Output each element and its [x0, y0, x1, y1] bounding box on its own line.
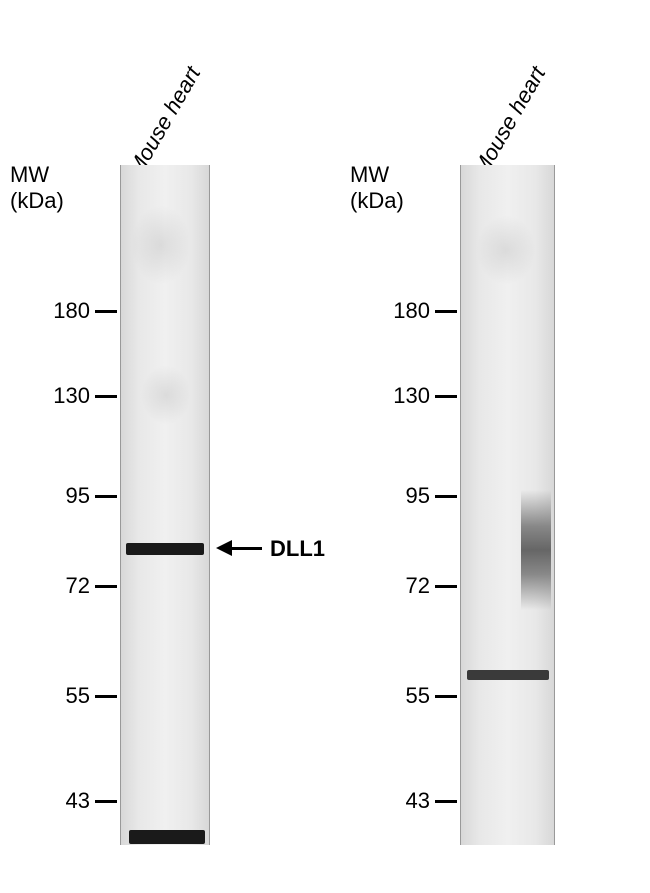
marker-tick	[95, 585, 117, 588]
mw-text: MW (kDa)	[350, 162, 404, 213]
marker-tick	[435, 800, 457, 803]
mw-header-left: MW (kDa)	[10, 162, 64, 215]
band-dll1	[126, 543, 204, 555]
marker-tick	[435, 395, 457, 398]
marker-label: 55	[50, 683, 90, 709]
marker-label: 72	[390, 573, 430, 599]
marker-tick	[435, 495, 457, 498]
blot-lane-left	[120, 165, 210, 845]
mw-text: MW (kDa)	[10, 162, 64, 213]
band-lower	[129, 830, 205, 844]
marker-tick	[95, 695, 117, 698]
lane-noise	[476, 215, 536, 285]
band-right	[467, 670, 549, 680]
lane-label-left: Mouse heart	[122, 62, 206, 181]
lane-noise	[141, 365, 191, 425]
marker-label: 72	[50, 573, 90, 599]
arrow-line	[232, 547, 262, 550]
marker-tick	[435, 585, 457, 588]
marker-label: 43	[390, 788, 430, 814]
marker-tick	[95, 495, 117, 498]
marker-label: 180	[40, 298, 90, 324]
marker-tick	[95, 395, 117, 398]
lane-noise	[131, 205, 191, 285]
arrow-head-icon	[216, 540, 232, 556]
annotation-dll1: DLL1	[270, 536, 325, 562]
mw-header-right: MW (kDa)	[350, 162, 404, 215]
marker-label: 95	[50, 483, 90, 509]
marker-label: 95	[390, 483, 430, 509]
marker-label: 130	[40, 383, 90, 409]
marker-label: 43	[50, 788, 90, 814]
blot-lane-right	[460, 165, 555, 845]
marker-tick	[435, 310, 457, 313]
marker-label: 130	[380, 383, 430, 409]
lane-label-right: Mouse heart	[467, 62, 551, 181]
marker-tick	[435, 695, 457, 698]
marker-label: 55	[390, 683, 430, 709]
marker-tick	[95, 310, 117, 313]
marker-label: 180	[380, 298, 430, 324]
marker-tick	[95, 800, 117, 803]
western-blot-figure: Mouse heart MW (kDa) 180 130 95 72 55 43…	[0, 0, 650, 893]
band-smear	[521, 490, 551, 610]
